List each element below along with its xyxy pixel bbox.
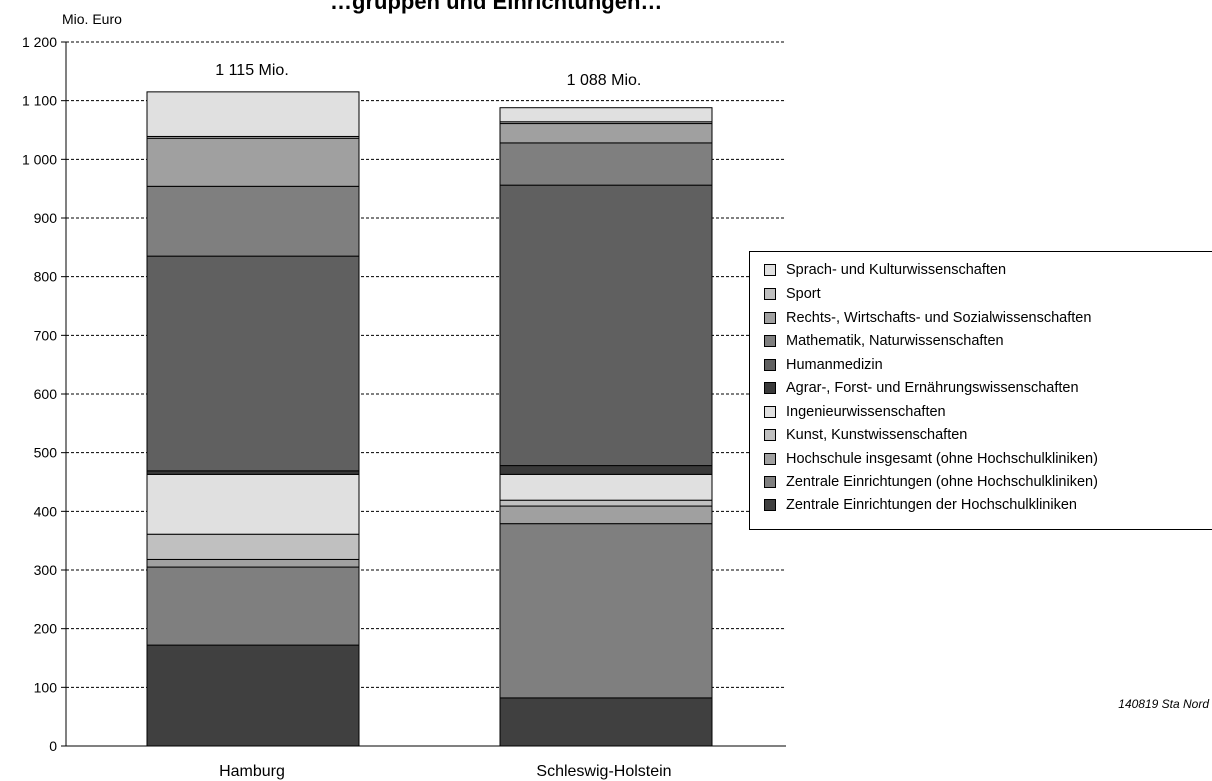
legend-label: Hochschule insgesamt (ohne Hochschulklin… (786, 451, 1098, 467)
bar-segment (499, 473, 713, 501)
y-tick-label: 100 (34, 679, 58, 695)
y-tick-label: 800 (34, 269, 58, 285)
legend-swatch (764, 335, 776, 347)
legend-swatch (764, 406, 776, 418)
y-tick-label: 900 (34, 210, 58, 226)
y-tick-label: 1 000 (22, 151, 57, 167)
legend-label: Humanmedizin (786, 357, 883, 373)
category-label-schleswig-holstein: Schleswig-Holstein (536, 763, 672, 780)
bar-segment (499, 697, 713, 747)
legend-label: Zentrale Einrichtungen (ohne Hochschulkl… (786, 474, 1098, 490)
total-label-hamburg: 1 115 Mio. (215, 62, 289, 79)
y-tick-label: 400 (34, 503, 58, 519)
y-tick-label: 1 200 (22, 34, 57, 50)
bar-segment (146, 255, 360, 472)
legend-item: Agrar-, Forst- und Ernährungswissenschaf… (764, 378, 1079, 398)
bar-segment (499, 142, 713, 186)
legend-swatch (764, 382, 776, 394)
bar-segment (146, 533, 360, 560)
legend-swatch (764, 288, 776, 300)
y-tick-label: 600 (34, 386, 58, 402)
legend-item: Sprach- und Kulturwissenschaften (764, 260, 1006, 280)
legend-item: Mathematik, Naturwissenschaften (764, 331, 1004, 351)
legend-label: Mathematik, Naturwissenschaften (786, 333, 1004, 349)
bar-segment (499, 107, 713, 123)
legend-label: Ingenieurwissenschaften (786, 404, 946, 420)
legend-item: Humanmedizin (764, 355, 883, 375)
bar-segment (146, 558, 360, 568)
legend-item: Zentrale Einrichtungen der Hochschulklin… (764, 495, 1077, 515)
bar-segment (499, 523, 713, 699)
y-tick-label: 500 (34, 445, 58, 461)
y-tick-label: 200 (34, 621, 58, 637)
bar-segment (146, 470, 360, 475)
bar-segment (499, 499, 713, 507)
legend-item: Zentrale Einrichtungen (ohne Hochschulkl… (764, 472, 1098, 492)
bar-segment (146, 644, 360, 747)
bar-segment (146, 473, 360, 535)
bar-segment (499, 505, 713, 525)
bar-segment (146, 185, 360, 257)
legend-label: Rechts-, Wirtschafts- und Sozialwissensc… (786, 310, 1092, 326)
legend-swatch (764, 499, 776, 511)
legend-item: Hochschule insgesamt (ohne Hochschulklin… (764, 449, 1098, 469)
y-tick-label: 0 (49, 738, 57, 754)
y-tick-label: 300 (34, 562, 58, 578)
y-axis-label: Mio. Euro (62, 11, 122, 27)
y-tick-label: 1 100 (22, 93, 57, 109)
legend-label: Sport (786, 286, 821, 302)
legend-swatch (764, 453, 776, 465)
legend-swatch (764, 429, 776, 441)
legend-item: Rechts-, Wirtschafts- und Sozialwissensc… (764, 308, 1091, 328)
legend-swatch (764, 264, 776, 276)
legend: Sprach- und Kulturwissenschaften Sport R… (749, 251, 1212, 530)
category-label-hamburg: Hamburg (219, 763, 285, 780)
legend-label: Agrar-, Forst- und Ernährungswissenschaf… (786, 380, 1079, 396)
total-label-schleswig-holstein: 1 088 Mio. (566, 72, 642, 89)
legend-item: Ingenieurwissenschaften (764, 402, 946, 422)
legend-label: Sprach- und Kulturwissenschaften (786, 262, 1007, 278)
chart-title: …gruppen und Einrichtungen… (330, 0, 663, 14)
bar-segment (146, 137, 360, 187)
bar-segment (499, 465, 713, 475)
bar-segment (146, 91, 360, 137)
legend-label: Kunst, Kunstwissenschaften (786, 427, 968, 443)
legend-swatch (764, 476, 776, 488)
legend-item: Sport (764, 284, 821, 304)
source-note: 140819 Sta Nord (1118, 697, 1209, 711)
legend-item: Kunst, Kunstwissenschaften (764, 425, 967, 445)
bar-segment (146, 566, 360, 646)
y-tick-label: 700 (34, 327, 58, 343)
bar-segment (499, 184, 713, 467)
legend-swatch (764, 359, 776, 371)
legend-label: Zentrale Einrichtungen der Hochschulklin… (786, 497, 1077, 513)
bar-segment (499, 123, 713, 144)
legend-swatch (764, 312, 776, 324)
